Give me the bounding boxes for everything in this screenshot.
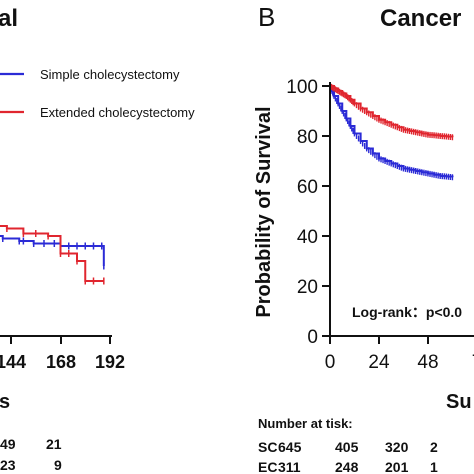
- risk-value: 405: [335, 439, 359, 455]
- panel-b-x-ticks: 0 24 48 7: [325, 336, 474, 373]
- risk-value: 1: [430, 459, 438, 474]
- x-tick-label: 7: [472, 352, 474, 373]
- x-tick-label: 0: [325, 352, 336, 373]
- panel-a-risk-value: 23: [0, 457, 16, 473]
- risk-value: 311: [278, 459, 301, 474]
- survival-curve-simple: [0, 235, 105, 266]
- legend-label-extended: Extended cholecystectomy: [40, 105, 195, 120]
- panel-a-x-tick-label: 144: [0, 352, 26, 372]
- panel-b: B Cancer Probability of Survival 0204060…: [253, 2, 474, 474]
- risk-value: 201: [385, 459, 409, 474]
- y-tick-label: 0: [307, 327, 318, 348]
- risk-row-label: EC: [258, 459, 277, 474]
- panel-a-x-axis-label: s: [0, 391, 10, 413]
- panel-b-y-ticks: 0 20 40 60 80 100: [286, 77, 330, 348]
- panel-a-x-tick-label: 192: [95, 352, 125, 372]
- panel-b-risk-title: Number at tisk:: [258, 416, 353, 431]
- panel-a-risk-value: 21: [46, 436, 62, 452]
- panel-a-x-tick-label: 168: [46, 352, 76, 372]
- y-tick-label: 40: [297, 227, 318, 248]
- x-tick-label: 48: [417, 352, 438, 373]
- panel-b-x-axis-label: Su: [446, 391, 472, 413]
- panel-b-letter: B: [258, 2, 275, 32]
- risk-value: 2: [430, 439, 438, 455]
- panel-a-title: al: [0, 5, 18, 32]
- y-tick-label: 100: [286, 77, 318, 98]
- panel-a-legend: Simple cholecystectomy Extended cholecys…: [0, 67, 195, 120]
- y-tick-label: 60: [297, 177, 318, 198]
- panel-a-plot: [0, 225, 105, 285]
- risk-value: 645: [278, 439, 302, 455]
- risk-value: 320: [385, 439, 409, 455]
- panel-a: al Simple cholecystectomy Extended chole…: [0, 5, 195, 473]
- panel-a-risk-value: 49: [0, 436, 16, 452]
- risk-row-label: SC: [258, 439, 277, 455]
- x-tick-label: 24: [368, 352, 390, 373]
- risk-value: 248: [335, 459, 359, 474]
- legend-label-simple: Simple cholecystectomy: [40, 67, 180, 82]
- y-tick-label: 80: [297, 127, 318, 148]
- panel-b-y-axis-label: Probability of Survival: [253, 106, 275, 317]
- survival-curve-ec: [330, 85, 454, 138]
- y-tick-label: 20: [297, 277, 318, 298]
- survival-curve-extended: [0, 225, 104, 282]
- panel-b-annotation: Log-rank：p<0.0: [352, 304, 462, 320]
- panel-b-risk-table: SC 645 405 320 2 EC 311 248 201 1: [258, 439, 438, 474]
- panel-b-plot: [329, 83, 454, 181]
- panel-a-risk-value: 9: [54, 457, 62, 473]
- panel-b-title: Cancer: [380, 5, 461, 32]
